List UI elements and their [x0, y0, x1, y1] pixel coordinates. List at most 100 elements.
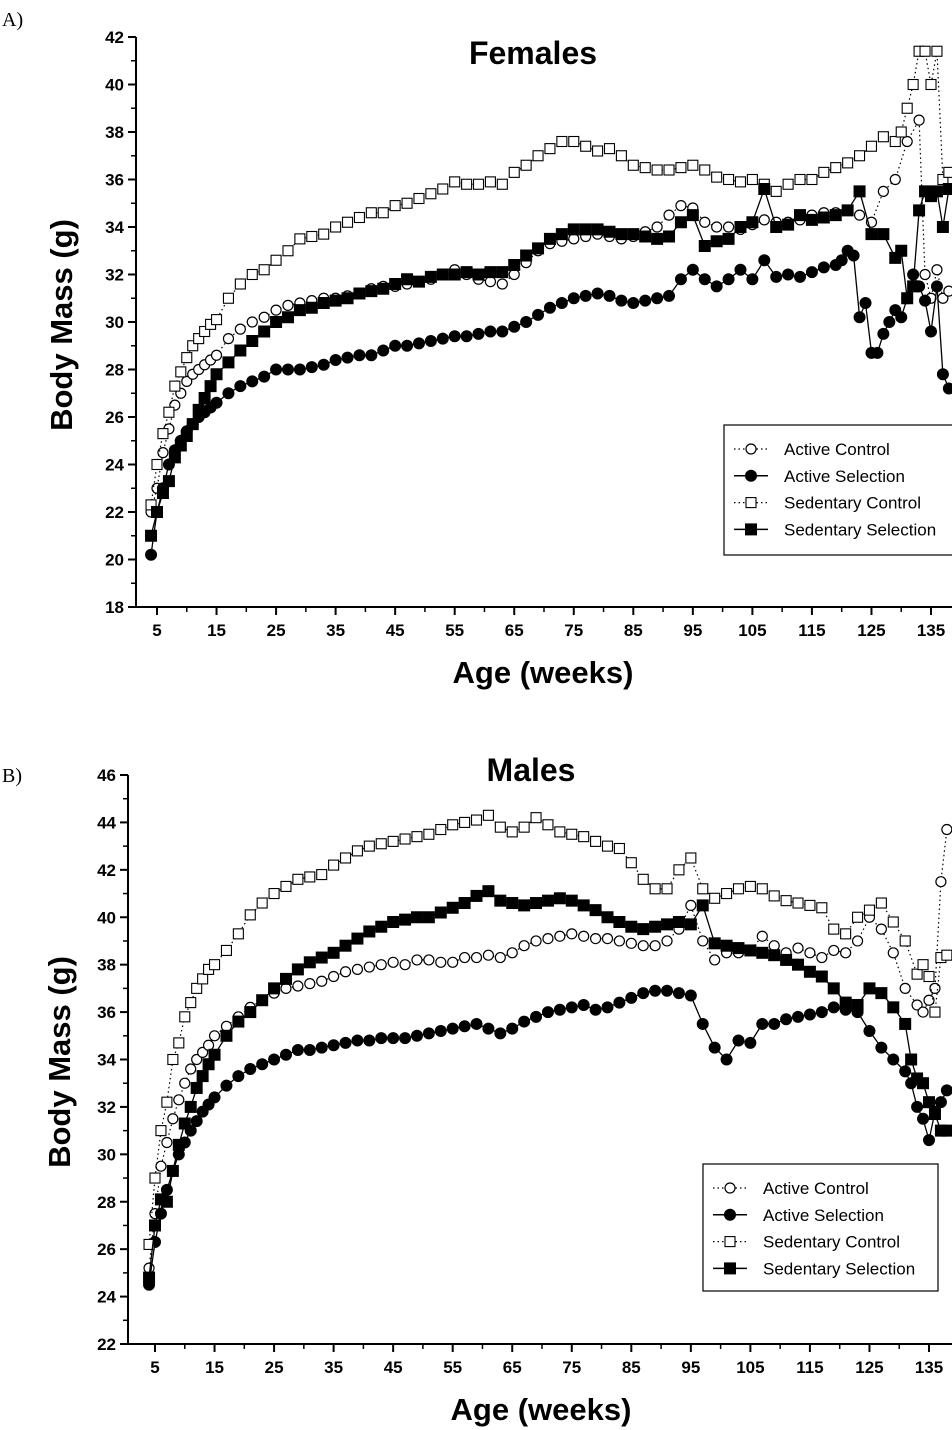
data-point	[448, 330, 461, 343]
data-point	[828, 923, 840, 935]
data-point	[721, 887, 733, 900]
data-point	[353, 287, 366, 300]
data-point	[210, 314, 223, 326]
data-point	[553, 1003, 566, 1016]
data-point	[484, 266, 497, 279]
data-point	[472, 268, 485, 281]
data-point	[930, 185, 943, 198]
data-point	[708, 937, 721, 950]
y-tick-label: 34	[105, 218, 124, 237]
data-point	[530, 1010, 543, 1023]
data-point	[709, 892, 721, 904]
data-point	[577, 998, 590, 1011]
data-point	[663, 209, 675, 221]
data-point	[543, 301, 556, 314]
y-tick-label: 40	[105, 76, 124, 95]
data-point	[508, 166, 520, 178]
data-point	[413, 192, 425, 205]
data-point	[792, 1010, 805, 1023]
data-point	[161, 1136, 173, 1149]
data-point	[160, 1195, 173, 1208]
data-point	[555, 228, 568, 241]
data-point	[942, 382, 952, 395]
legend-marker	[724, 1208, 736, 1221]
data-point	[580, 140, 592, 152]
data-point	[792, 958, 805, 971]
data-point	[565, 894, 578, 907]
data-point	[875, 897, 887, 909]
x-tick-label: 45	[386, 621, 405, 640]
data-point	[696, 899, 709, 912]
data-point	[804, 947, 816, 959]
data-point	[828, 944, 840, 957]
data-point	[222, 356, 235, 369]
data-point	[637, 987, 650, 1000]
data-point	[446, 1022, 459, 1035]
data-point	[518, 899, 531, 912]
data-point	[672, 987, 685, 1000]
data-point	[663, 230, 676, 243]
data-point	[554, 930, 566, 942]
data-point	[327, 946, 340, 959]
data-point	[279, 972, 292, 985]
data-point	[470, 814, 483, 826]
data-point	[686, 209, 699, 222]
data-point	[447, 819, 459, 831]
data-point	[281, 363, 294, 376]
data-point	[931, 45, 943, 57]
data-point	[917, 1006, 929, 1018]
x-tick-label: 75	[564, 621, 583, 640]
data-point	[794, 209, 807, 222]
y-tick-label: 38	[105, 123, 124, 142]
y-axis-title: Body Mass (g)	[44, 219, 79, 431]
data-point	[816, 902, 828, 914]
data-point	[613, 996, 626, 1009]
data-point	[222, 292, 234, 304]
data-point	[197, 973, 209, 985]
data-point	[919, 268, 931, 281]
data-point	[625, 857, 637, 869]
x-tick-label: 135	[915, 1358, 943, 1377]
data-point	[387, 956, 399, 968]
data-point	[734, 176, 747, 188]
data-point	[210, 349, 223, 361]
data-point	[198, 392, 211, 404]
data-point	[351, 963, 364, 976]
data-point	[208, 959, 221, 971]
x-tick-label: 125	[857, 621, 885, 640]
chart-females: Females Age (weeks) Body Mass (g) 18 20 22…	[44, 28, 952, 690]
data-point	[303, 1044, 316, 1057]
x-tick-label: 125	[855, 1358, 883, 1377]
x-tick-label: 65	[503, 1358, 522, 1377]
data-point	[387, 1032, 400, 1045]
data-point	[603, 143, 616, 155]
data-point	[232, 1015, 245, 1028]
y-tick-label: 28	[105, 361, 124, 380]
data-point	[889, 173, 901, 186]
data-point	[449, 176, 461, 188]
data-point	[494, 951, 506, 964]
data-point	[637, 940, 649, 952]
data-point	[805, 266, 818, 279]
x-axis-title: Age (weeks)	[453, 655, 634, 690]
data-point	[744, 944, 757, 957]
data-point	[436, 268, 449, 281]
y-tick-label: 26	[97, 1240, 116, 1259]
data-point	[708, 1041, 721, 1054]
data-point	[758, 214, 770, 226]
data-point	[853, 311, 866, 324]
data-point	[674, 216, 687, 229]
data-point	[387, 915, 400, 928]
legend: Active Control Active Selection Sedentary …	[723, 424, 952, 556]
y-tick-label: 24	[105, 456, 124, 475]
data-point	[162, 475, 175, 488]
data-point	[412, 337, 425, 350]
data-point	[330, 221, 342, 233]
data-point	[422, 1027, 435, 1040]
data-point	[196, 1070, 209, 1083]
data-point	[566, 828, 578, 840]
data-point	[190, 1115, 203, 1128]
data-point	[365, 349, 378, 362]
data-point	[541, 894, 554, 907]
data-point	[542, 819, 554, 831]
